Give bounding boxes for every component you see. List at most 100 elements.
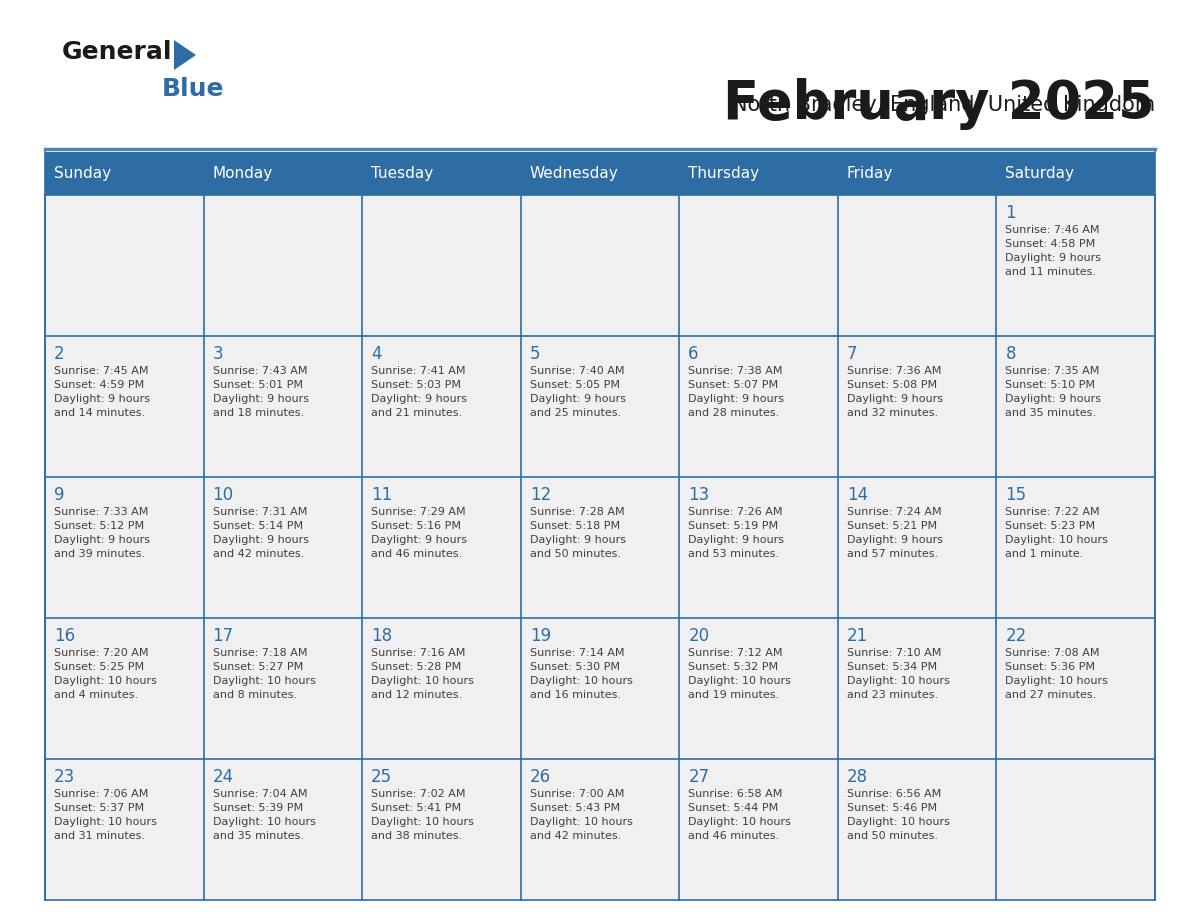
Bar bbox=[997, 618, 1155, 759]
Text: Sunrise: 7:33 AM: Sunrise: 7:33 AM bbox=[53, 507, 148, 517]
Text: Daylight: 10 hours: Daylight: 10 hours bbox=[1005, 535, 1108, 545]
Text: and 35 minutes.: and 35 minutes. bbox=[1005, 408, 1097, 418]
Bar bbox=[680, 336, 838, 477]
Text: 2: 2 bbox=[53, 345, 64, 363]
Text: 12: 12 bbox=[530, 486, 551, 504]
Text: and 25 minutes.: and 25 minutes. bbox=[530, 408, 621, 418]
Text: 17: 17 bbox=[213, 627, 234, 645]
Text: Sunrise: 7:22 AM: Sunrise: 7:22 AM bbox=[1005, 507, 1100, 517]
Bar bbox=[362, 618, 520, 759]
Text: 14: 14 bbox=[847, 486, 868, 504]
Text: Sunrise: 7:35 AM: Sunrise: 7:35 AM bbox=[1005, 366, 1100, 376]
Text: Sunset: 5:25 PM: Sunset: 5:25 PM bbox=[53, 662, 144, 672]
Bar bbox=[45, 152, 1155, 195]
Text: Daylight: 10 hours: Daylight: 10 hours bbox=[1005, 676, 1108, 686]
Text: and 14 minutes.: and 14 minutes. bbox=[53, 408, 145, 418]
Bar bbox=[45, 618, 203, 759]
Text: Sunrise: 7:38 AM: Sunrise: 7:38 AM bbox=[688, 366, 783, 376]
Bar bbox=[997, 195, 1155, 336]
Text: Daylight: 9 hours: Daylight: 9 hours bbox=[688, 535, 784, 545]
Text: Thursday: Thursday bbox=[688, 166, 759, 181]
Text: 4: 4 bbox=[371, 345, 381, 363]
Text: 5: 5 bbox=[530, 345, 541, 363]
Bar bbox=[45, 195, 203, 336]
Text: Wednesday: Wednesday bbox=[530, 166, 619, 181]
Bar bbox=[520, 336, 680, 477]
Text: Sunrise: 7:29 AM: Sunrise: 7:29 AM bbox=[371, 507, 466, 517]
Text: 18: 18 bbox=[371, 627, 392, 645]
Text: Sunrise: 7:20 AM: Sunrise: 7:20 AM bbox=[53, 648, 148, 658]
Text: Daylight: 9 hours: Daylight: 9 hours bbox=[53, 535, 150, 545]
Text: and 39 minutes.: and 39 minutes. bbox=[53, 549, 145, 559]
Bar bbox=[680, 477, 838, 618]
Text: 7: 7 bbox=[847, 345, 858, 363]
Text: 25: 25 bbox=[371, 768, 392, 786]
Bar bbox=[520, 618, 680, 759]
Text: and 53 minutes.: and 53 minutes. bbox=[688, 549, 779, 559]
Text: and 32 minutes.: and 32 minutes. bbox=[847, 408, 939, 418]
Bar bbox=[203, 477, 362, 618]
Text: Sunset: 5:03 PM: Sunset: 5:03 PM bbox=[371, 380, 461, 390]
Text: and 11 minutes.: and 11 minutes. bbox=[1005, 267, 1097, 277]
Text: 28: 28 bbox=[847, 768, 868, 786]
Text: Sunset: 4:58 PM: Sunset: 4:58 PM bbox=[1005, 239, 1095, 249]
Text: Sunrise: 7:00 AM: Sunrise: 7:00 AM bbox=[530, 789, 624, 799]
Bar bbox=[362, 477, 520, 618]
Text: Sunset: 5:12 PM: Sunset: 5:12 PM bbox=[53, 521, 144, 531]
Text: and 46 minutes.: and 46 minutes. bbox=[371, 549, 462, 559]
Text: and 23 minutes.: and 23 minutes. bbox=[847, 690, 939, 700]
Text: and 19 minutes.: and 19 minutes. bbox=[688, 690, 779, 700]
Text: Daylight: 9 hours: Daylight: 9 hours bbox=[53, 394, 150, 404]
Text: Monday: Monday bbox=[213, 166, 273, 181]
Text: and 8 minutes.: and 8 minutes. bbox=[213, 690, 297, 700]
Text: Daylight: 9 hours: Daylight: 9 hours bbox=[371, 535, 467, 545]
Text: Sunrise: 7:08 AM: Sunrise: 7:08 AM bbox=[1005, 648, 1100, 658]
Bar bbox=[838, 618, 997, 759]
Text: Daylight: 9 hours: Daylight: 9 hours bbox=[530, 535, 626, 545]
Text: Daylight: 10 hours: Daylight: 10 hours bbox=[213, 817, 316, 827]
Text: and 50 minutes.: and 50 minutes. bbox=[530, 549, 620, 559]
Text: Sunday: Sunday bbox=[53, 166, 112, 181]
Text: Sunrise: 7:43 AM: Sunrise: 7:43 AM bbox=[213, 366, 307, 376]
Text: Sunrise: 6:58 AM: Sunrise: 6:58 AM bbox=[688, 789, 783, 799]
Text: and 21 minutes.: and 21 minutes. bbox=[371, 408, 462, 418]
Text: Sunset: 4:59 PM: Sunset: 4:59 PM bbox=[53, 380, 144, 390]
Text: 9: 9 bbox=[53, 486, 64, 504]
Text: Saturday: Saturday bbox=[1005, 166, 1074, 181]
Text: Daylight: 10 hours: Daylight: 10 hours bbox=[530, 676, 632, 686]
Text: 21: 21 bbox=[847, 627, 868, 645]
Text: 24: 24 bbox=[213, 768, 234, 786]
Text: and 42 minutes.: and 42 minutes. bbox=[213, 549, 304, 559]
Text: Sunset: 5:28 PM: Sunset: 5:28 PM bbox=[371, 662, 461, 672]
Text: Daylight: 10 hours: Daylight: 10 hours bbox=[371, 817, 474, 827]
Text: Sunset: 5:30 PM: Sunset: 5:30 PM bbox=[530, 662, 620, 672]
Bar bbox=[680, 195, 838, 336]
Text: Sunrise: 7:40 AM: Sunrise: 7:40 AM bbox=[530, 366, 624, 376]
Text: 6: 6 bbox=[688, 345, 699, 363]
Bar bbox=[203, 618, 362, 759]
Text: 26: 26 bbox=[530, 768, 551, 786]
Text: 1: 1 bbox=[1005, 204, 1016, 222]
Text: and 50 minutes.: and 50 minutes. bbox=[847, 831, 937, 841]
Text: Sunset: 5:05 PM: Sunset: 5:05 PM bbox=[530, 380, 620, 390]
Text: 19: 19 bbox=[530, 627, 551, 645]
Text: Daylight: 9 hours: Daylight: 9 hours bbox=[847, 394, 943, 404]
Text: Sunset: 5:37 PM: Sunset: 5:37 PM bbox=[53, 803, 144, 813]
Bar bbox=[520, 195, 680, 336]
Text: Daylight: 9 hours: Daylight: 9 hours bbox=[1005, 253, 1101, 263]
Bar bbox=[45, 477, 203, 618]
Text: Sunset: 5:14 PM: Sunset: 5:14 PM bbox=[213, 521, 303, 531]
Text: February 2025: February 2025 bbox=[723, 78, 1155, 130]
Text: Tuesday: Tuesday bbox=[371, 166, 434, 181]
Bar bbox=[362, 336, 520, 477]
Text: and 42 minutes.: and 42 minutes. bbox=[530, 831, 621, 841]
Bar bbox=[203, 195, 362, 336]
Text: Sunset: 5:18 PM: Sunset: 5:18 PM bbox=[530, 521, 620, 531]
Bar bbox=[520, 477, 680, 618]
Text: 8: 8 bbox=[1005, 345, 1016, 363]
Text: Daylight: 9 hours: Daylight: 9 hours bbox=[1005, 394, 1101, 404]
Text: Daylight: 10 hours: Daylight: 10 hours bbox=[213, 676, 316, 686]
Text: and 35 minutes.: and 35 minutes. bbox=[213, 831, 304, 841]
Text: 23: 23 bbox=[53, 768, 75, 786]
Text: and 27 minutes.: and 27 minutes. bbox=[1005, 690, 1097, 700]
